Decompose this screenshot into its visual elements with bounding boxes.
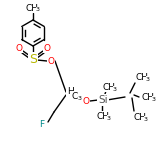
Text: 3: 3 (146, 77, 150, 81)
Text: O: O (44, 43, 51, 53)
Text: 3: 3 (113, 87, 117, 91)
Text: CH: CH (103, 83, 115, 91)
Text: Si: Si (98, 95, 108, 105)
Text: CH: CH (135, 73, 149, 81)
Text: C: C (72, 91, 78, 101)
Text: CH: CH (134, 113, 146, 122)
Text: CH: CH (97, 111, 110, 120)
Text: 3: 3 (78, 95, 82, 101)
Text: 3: 3 (152, 97, 156, 101)
Text: CH: CH (25, 4, 38, 12)
Text: CH: CH (142, 93, 155, 101)
Text: 3: 3 (107, 116, 111, 120)
Text: F: F (39, 120, 45, 128)
Text: O: O (83, 97, 90, 105)
Text: S: S (29, 53, 37, 65)
Text: H: H (67, 87, 73, 95)
Text: 3: 3 (36, 7, 40, 12)
Text: O: O (15, 43, 23, 53)
Text: O: O (48, 57, 55, 65)
Text: 3: 3 (144, 116, 148, 122)
